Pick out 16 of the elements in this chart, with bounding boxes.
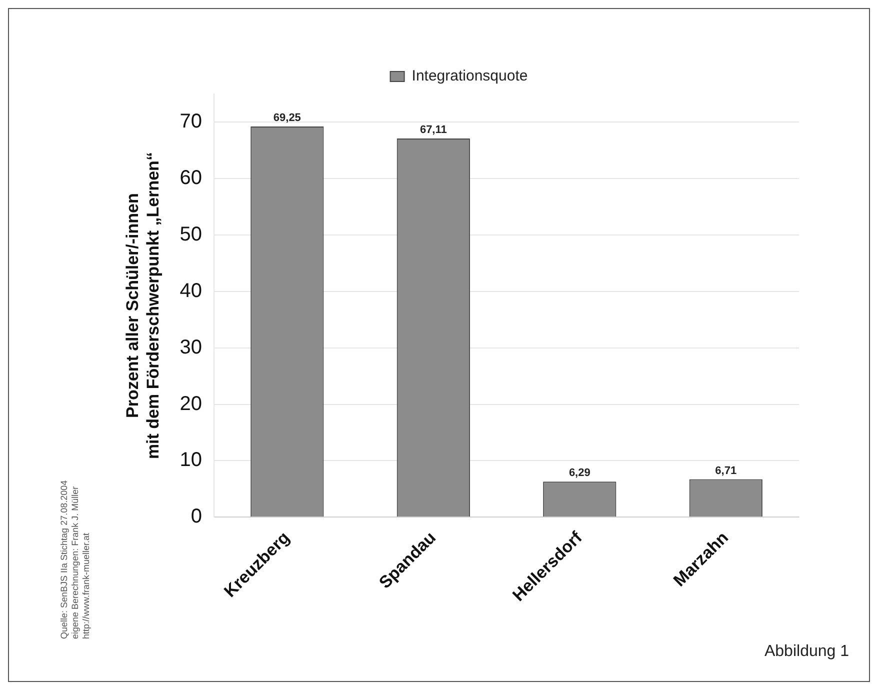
legend-label: Integrationsquote: [412, 68, 528, 85]
y-tick-label: 20: [180, 392, 202, 415]
text: 67,11: [420, 124, 447, 136]
text: 69,25: [273, 112, 301, 124]
y-tick-label: 60: [180, 167, 202, 190]
y-tick-label: 50: [180, 224, 202, 246]
y-axis-title: Prozent aller Schüler/-innen mit dem Förderschwerpunkt „Lernen“: [122, 152, 162, 460]
y-tick-label: 40: [180, 280, 202, 302]
y-tick-label: 70: [180, 110, 202, 133]
source-note: Quelle: SenBJS IIa Stichtag 27.08.2004 eigene Berechnungen: Frank J. Müller http://www.frank-mueller.at: [59, 479, 92, 639]
text: 6,29: [568, 467, 590, 480]
text: 6,71: [715, 464, 737, 477]
y-tick-label: 0: [190, 506, 202, 528]
y-tick-label: 10: [180, 449, 202, 472]
y-tick-label: 30: [180, 336, 202, 358]
text: Abbildung 1: [764, 643, 849, 661]
